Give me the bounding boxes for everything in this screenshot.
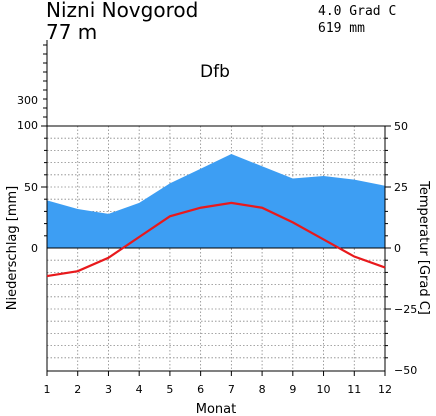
x-tick-label: 2 [74,383,81,396]
right-axis-label: Temperatur [Grad C] [416,180,431,315]
x-tick-label: 12 [378,383,392,396]
mean-temperature: 4.0 Grad C [318,4,397,19]
right-tick-label: 25 [394,181,408,194]
x-tick-label: 4 [136,383,143,396]
temperature-line [46,201,386,278]
precipitation-area [47,154,385,248]
left-tick-label: 50 [24,181,38,194]
x-tick-label: 6 [197,383,204,396]
x-tick-label: 7 [228,383,235,396]
x-tick-label: 5 [166,383,173,396]
x-tick-label: 9 [289,383,296,396]
left-axis-label: Niederschlag [mm] [5,186,20,311]
climate-class: Dfb [200,62,230,82]
right-tick-label: 50 [394,120,408,133]
x-axis-label: Monat [196,402,236,416]
x-tick-label: 3 [105,383,112,396]
right-tick-label: 0 [394,242,401,255]
x-tick-label: 8 [259,383,266,396]
station-elevation: 77 m [46,20,98,44]
axes [41,40,391,376]
annual-precipitation: 619 mm [318,21,365,36]
right-tick-label: −25 [394,303,417,316]
left-tick-label: 300 [17,94,38,107]
x-tick-label: 1 [44,383,51,396]
station-name: Nizni Novgorod [46,0,199,22]
left-tick-label: 0 [31,242,38,255]
x-tick-label: 10 [317,383,331,396]
left-tick-label: 100 [17,119,38,132]
x-tick-label: 11 [347,383,361,396]
right-tick-label: −50 [394,364,417,377]
